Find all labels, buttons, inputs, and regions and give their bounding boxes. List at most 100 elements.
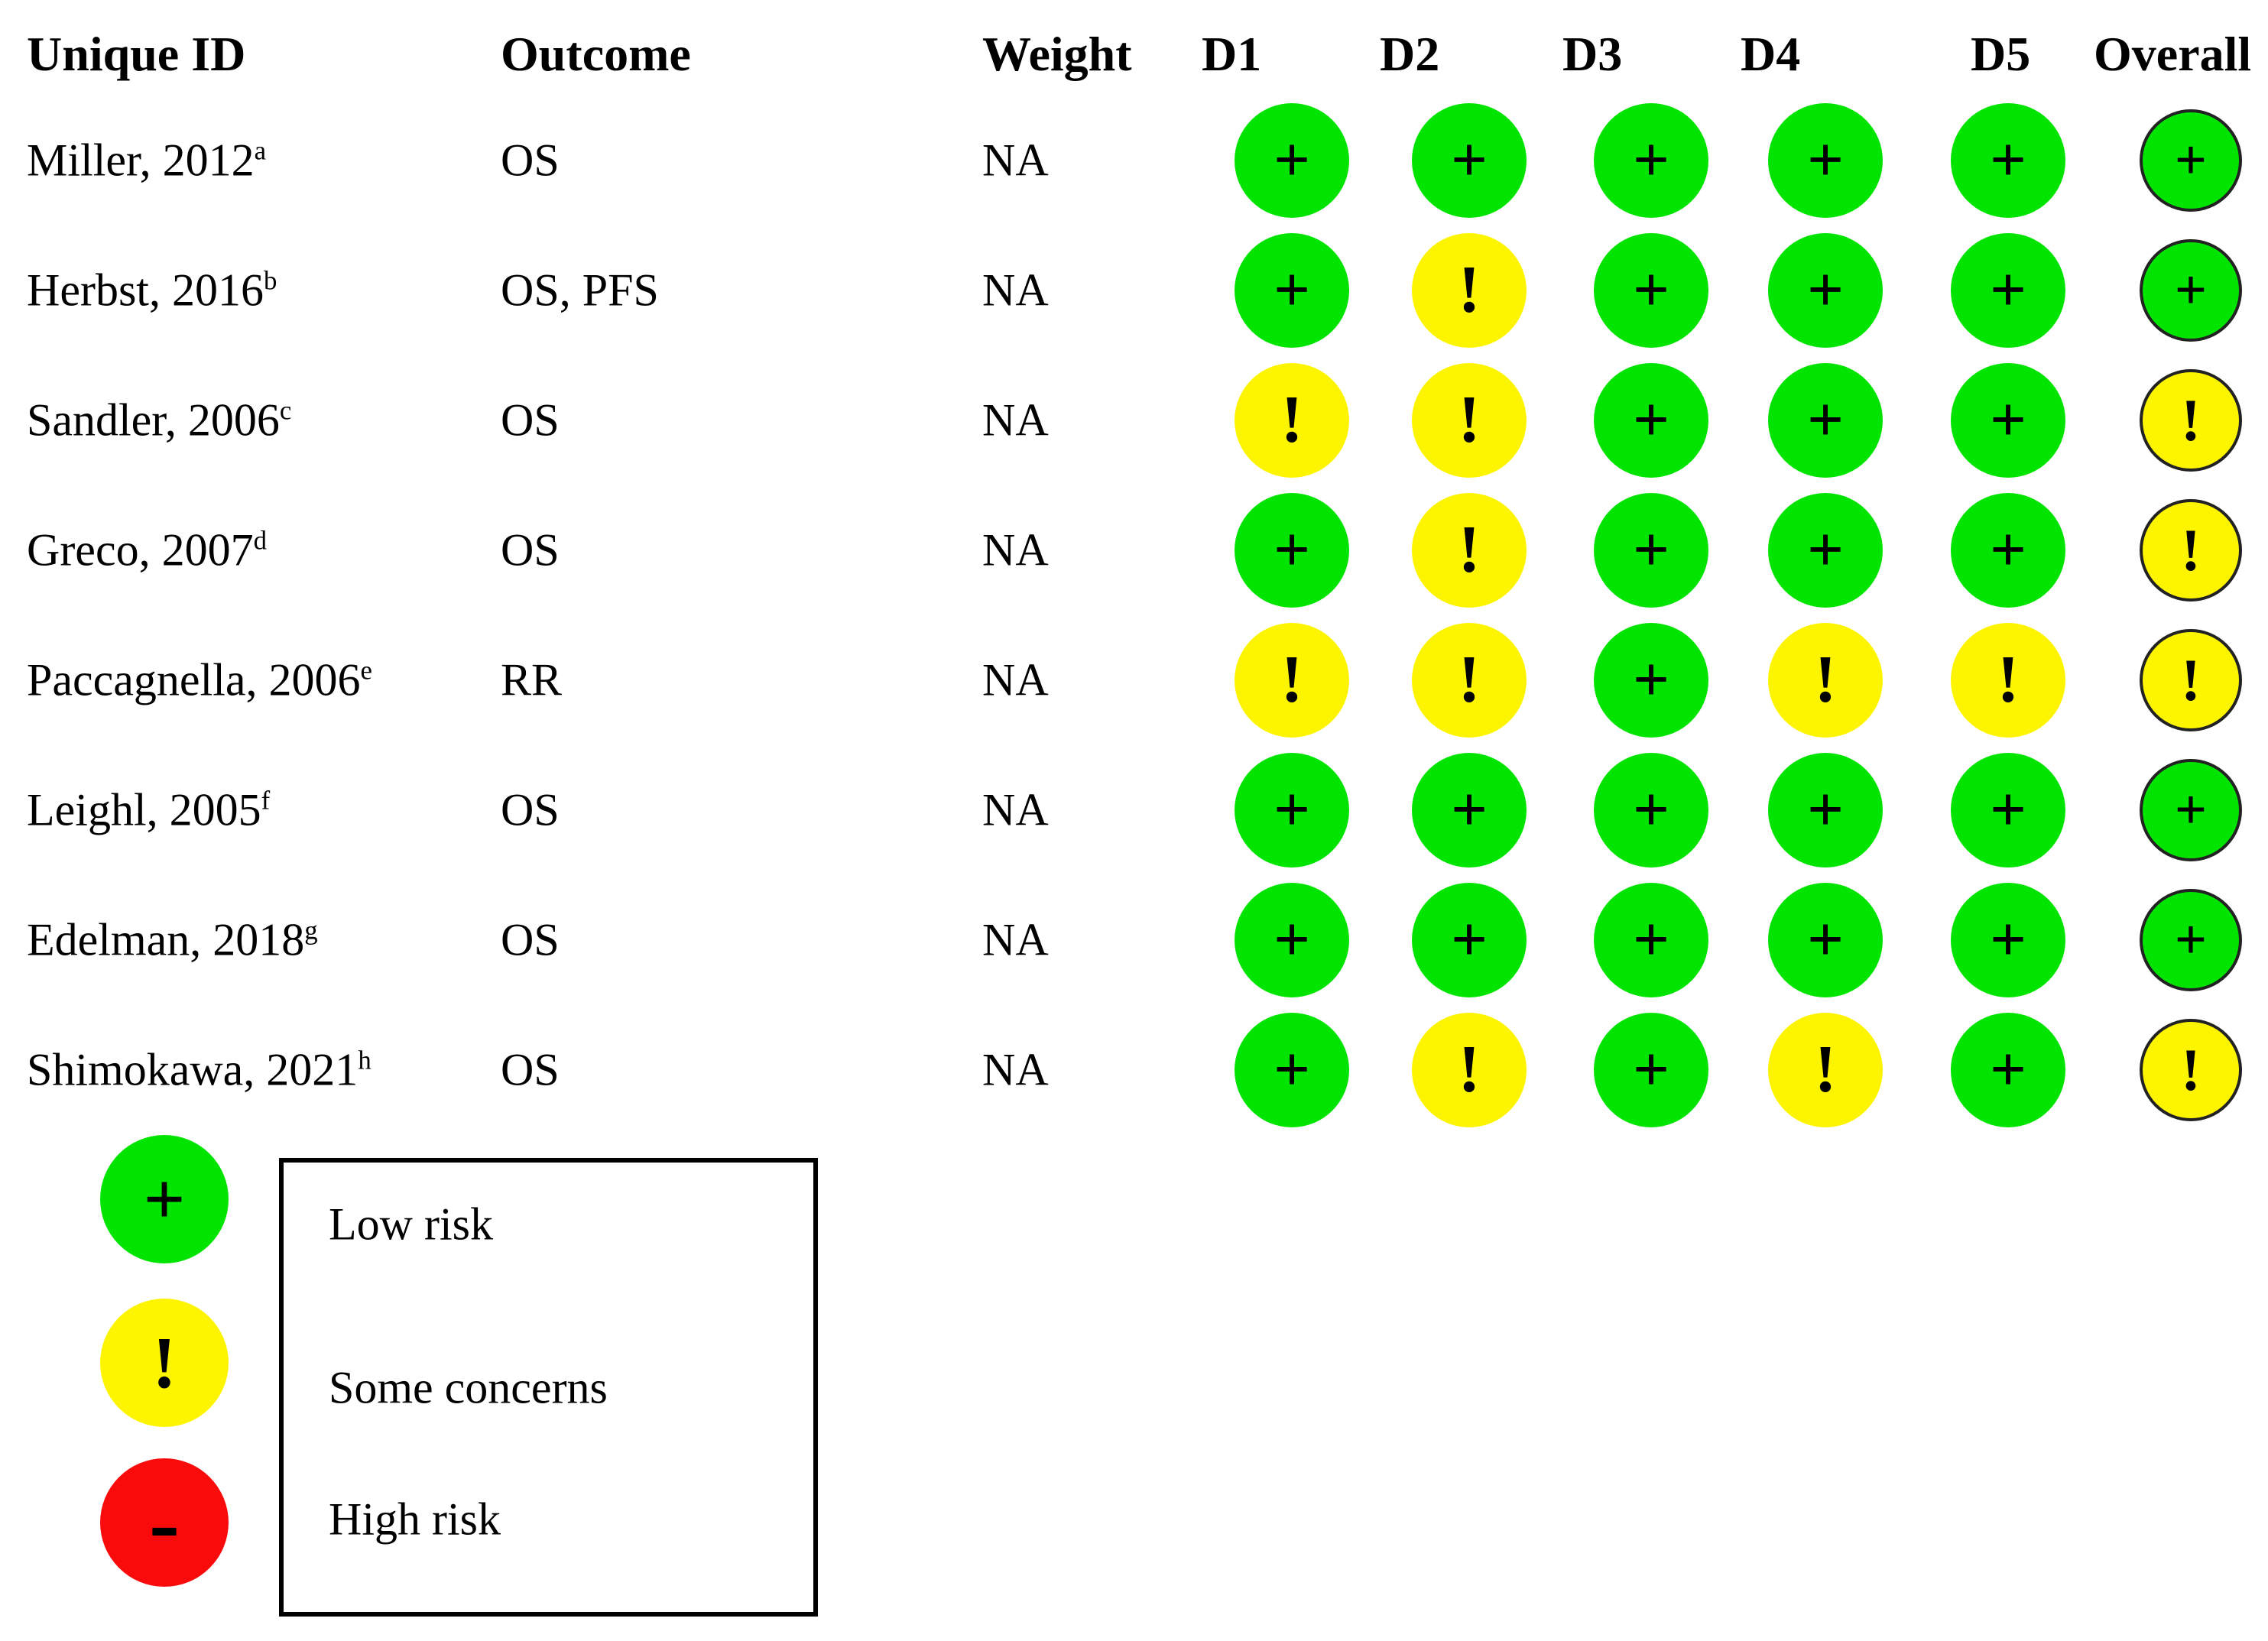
d2-rating-low-circle: + xyxy=(1412,103,1527,218)
d3-rating-low-circle: + xyxy=(1594,363,1708,478)
d2-rating-low-circle: + xyxy=(1412,883,1527,997)
d1-rating-low-circle: + xyxy=(1235,103,1349,218)
column-header-outcome: Outcome xyxy=(501,27,691,81)
legend-some-risk-circle: ! xyxy=(100,1299,229,1427)
overall-rating-low-circle: + xyxy=(2140,109,2242,212)
study-id: Herbst, 2016b xyxy=(27,264,277,316)
study-superscript: f xyxy=(261,785,271,816)
d4-rating-some-circle: ! xyxy=(1768,623,1883,738)
column-header-d1: D1 xyxy=(1202,27,1262,81)
study-row: Leighl, 2005f OS NA + + + + + + xyxy=(0,745,2268,875)
d3-rating-low-circle: + xyxy=(1594,623,1708,738)
study-row: Miller, 2012a OS NA + + + + + + xyxy=(0,96,2268,225)
d5-rating-some-circle: ! xyxy=(1951,623,2065,738)
d3-rating-low-circle: + xyxy=(1594,883,1708,997)
d5-rating-low-circle: + xyxy=(1951,363,2065,478)
overall-rating-some-circle: ! xyxy=(2140,629,2242,731)
outcome-value: OS xyxy=(501,524,560,576)
d4-rating-low-circle: + xyxy=(1768,233,1883,348)
legend-box xyxy=(279,1158,818,1617)
d4-rating-low-circle: + xyxy=(1768,883,1883,997)
column-header-d4: D4 xyxy=(1741,27,1801,81)
outcome-value: OS xyxy=(501,394,560,446)
study-id: Shimokawa, 2021h xyxy=(27,1044,372,1095)
weight-value: NA xyxy=(982,914,1049,965)
study-row: Edelman, 2018g OS NA + + + + + + xyxy=(0,875,2268,1005)
column-header-weight: Weight xyxy=(982,27,1132,81)
d1-rating-low-circle: + xyxy=(1235,753,1349,868)
d3-rating-low-circle: + xyxy=(1594,1013,1708,1127)
legend-label: Some concerns xyxy=(329,1362,608,1413)
d2-rating-some-circle: ! xyxy=(1412,493,1527,608)
d5-rating-low-circle: + xyxy=(1951,493,2065,608)
d3-rating-low-circle: + xyxy=(1594,103,1708,218)
study-id: Sandler, 2006c xyxy=(27,394,292,446)
legend-high-risk-circle: - xyxy=(100,1458,229,1587)
legend-label: High risk xyxy=(329,1493,501,1545)
study-superscript: b xyxy=(263,265,277,296)
d1-rating-some-circle: ! xyxy=(1235,623,1349,738)
column-header-overall: Overall xyxy=(2094,27,2252,81)
d4-rating-low-circle: + xyxy=(1768,103,1883,218)
overall-rating-some-circle: ! xyxy=(2140,499,2242,602)
d5-rating-low-circle: + xyxy=(1951,103,2065,218)
d4-rating-some-circle: ! xyxy=(1768,1013,1883,1127)
study-id: Leighl, 2005f xyxy=(27,784,271,835)
d1-rating-low-circle: + xyxy=(1235,883,1349,997)
overall-rating-low-circle: + xyxy=(2140,889,2242,991)
study-superscript: a xyxy=(254,135,267,166)
d5-rating-low-circle: + xyxy=(1951,233,2065,348)
study-row: Shimokawa, 2021h OS NA + ! + ! + ! xyxy=(0,1005,2268,1135)
d3-rating-low-circle: + xyxy=(1594,233,1708,348)
study-row: Herbst, 2016b OS, PFS NA + ! + + + + xyxy=(0,225,2268,355)
study-superscript: c xyxy=(279,395,292,426)
legend-label: Low risk xyxy=(329,1198,493,1250)
weight-value: NA xyxy=(982,524,1049,576)
d1-rating-low-circle: + xyxy=(1235,233,1349,348)
study-id: Greco, 2007d xyxy=(27,524,267,576)
d2-rating-some-circle: ! xyxy=(1412,1013,1527,1127)
outcome-value: OS xyxy=(501,784,560,835)
study-superscript: g xyxy=(304,915,318,945)
study-row: Greco, 2007d OS NA + ! + + + ! xyxy=(0,485,2268,615)
overall-rating-low-circle: + xyxy=(2140,239,2242,342)
weight-value: NA xyxy=(982,394,1049,446)
column-header-unique-id: Unique ID xyxy=(27,27,246,81)
d2-rating-some-circle: ! xyxy=(1412,623,1527,738)
outcome-value: RR xyxy=(501,654,563,705)
d2-rating-low-circle: + xyxy=(1412,753,1527,868)
outcome-value: OS xyxy=(501,135,560,186)
weight-value: NA xyxy=(982,264,1049,316)
d3-rating-low-circle: + xyxy=(1594,493,1708,608)
study-superscript: d xyxy=(253,525,267,556)
d5-rating-low-circle: + xyxy=(1951,883,2065,997)
overall-rating-some-circle: ! xyxy=(2140,1019,2242,1121)
column-header-d5: D5 xyxy=(1971,27,2031,81)
study-id: Miller, 2012a xyxy=(27,135,267,186)
outcome-value: OS xyxy=(501,1044,560,1095)
overall-rating-some-circle: ! xyxy=(2140,369,2242,472)
weight-value: NA xyxy=(982,784,1049,835)
legend-low-risk-circle: + xyxy=(100,1135,229,1263)
weight-value: NA xyxy=(982,1044,1049,1095)
d2-rating-some-circle: ! xyxy=(1412,363,1527,478)
study-row: Sandler, 2006c OS NA ! ! + + + ! xyxy=(0,355,2268,485)
d5-rating-low-circle: + xyxy=(1951,1013,2065,1127)
d2-rating-some-circle: ! xyxy=(1412,233,1527,348)
study-superscript: e xyxy=(360,655,372,686)
overall-rating-low-circle: + xyxy=(2140,759,2242,861)
d1-rating-low-circle: + xyxy=(1235,1013,1349,1127)
outcome-value: OS, PFS xyxy=(501,264,659,316)
weight-value: NA xyxy=(982,654,1049,705)
column-header-d2: D2 xyxy=(1380,27,1440,81)
d4-rating-low-circle: + xyxy=(1768,493,1883,608)
weight-value: NA xyxy=(982,135,1049,186)
d5-rating-low-circle: + xyxy=(1951,753,2065,868)
study-superscript: h xyxy=(358,1045,372,1075)
d4-rating-low-circle: + xyxy=(1768,363,1883,478)
outcome-value: OS xyxy=(501,914,560,965)
d1-rating-low-circle: + xyxy=(1235,493,1349,608)
d3-rating-low-circle: + xyxy=(1594,753,1708,868)
d4-rating-low-circle: + xyxy=(1768,753,1883,868)
